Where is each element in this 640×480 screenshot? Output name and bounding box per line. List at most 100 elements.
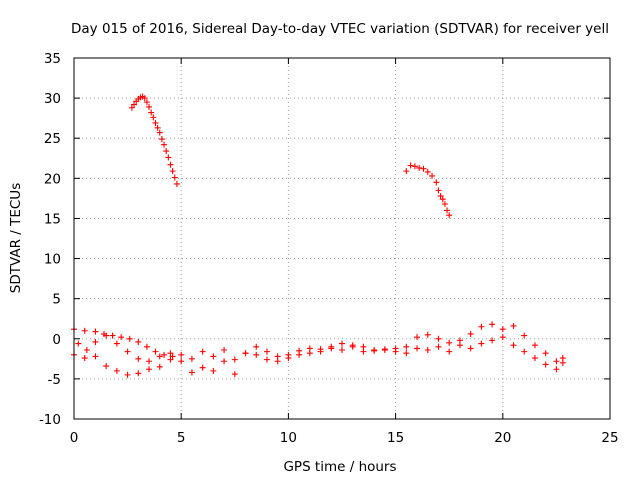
data-point-track-lower — [456, 342, 463, 349]
data-point-track-lower — [274, 358, 281, 365]
data-point-arc-high-1 — [148, 109, 155, 116]
data-point-arc-high-1 — [128, 104, 135, 111]
data-point-track-upper — [531, 342, 538, 349]
x-tick-label: 20 — [494, 430, 511, 446]
data-point-arc-high-2 — [416, 164, 423, 171]
data-point-arc-high-1 — [163, 148, 170, 155]
data-point-track-lower — [156, 363, 163, 370]
data-point-track-lower — [124, 371, 131, 378]
data-point-track-upper — [478, 323, 485, 330]
data-point-arc-high-1 — [143, 99, 150, 106]
data-point-track-lower — [188, 369, 195, 376]
data-point-track-lower — [371, 347, 378, 354]
x-tick-label: 10 — [280, 430, 297, 446]
plot-frame — [73, 57, 611, 420]
data-point-track-upper — [414, 334, 421, 341]
data-point-track-lower — [510, 342, 517, 349]
data-point-track-lower — [285, 355, 292, 362]
x-tick-label: 15 — [387, 430, 404, 446]
data-point-track-lower — [499, 334, 506, 341]
data-point-track-upper — [263, 348, 270, 355]
data-point-arc-high-1 — [152, 119, 159, 126]
data-point-track-upper — [178, 351, 185, 358]
data-point-track-lower — [531, 355, 538, 362]
data-point-track-lower — [178, 358, 185, 365]
data-point-track-lower — [167, 356, 174, 363]
data-point-arc-high-1 — [173, 180, 180, 187]
data-point-track-lower — [328, 345, 335, 352]
data-point-arc-high-1 — [171, 174, 178, 181]
data-point-track-cross — [126, 335, 133, 342]
data-point-track-lower — [489, 337, 496, 344]
data-point-track-lower — [81, 355, 88, 362]
data-point-track-lower — [446, 348, 453, 355]
data-point-track-lower — [403, 350, 410, 357]
data-point-arc-high-2 — [444, 207, 451, 214]
data-point-track-upper — [403, 343, 410, 350]
data-point-track-lower — [559, 359, 566, 366]
data-point-track-cross — [83, 347, 90, 354]
grid-lines — [74, 58, 610, 419]
data-point-track-lower — [103, 363, 110, 370]
data-point-track-lower — [467, 345, 474, 352]
data-point-track-lower — [296, 351, 303, 358]
data-point-track-upper — [146, 358, 153, 365]
data-point-track-upper — [199, 348, 206, 355]
data-point-track-lower — [135, 370, 142, 377]
data-point-track-upper — [510, 322, 517, 329]
data-point-track-cross — [109, 332, 116, 339]
data-point-track-upper — [435, 335, 442, 342]
data-point-track-cross — [143, 343, 150, 350]
y-tick-label: -10 — [39, 412, 61, 428]
data-point-track-lower — [478, 340, 485, 347]
data-point-arc-high-2 — [407, 162, 414, 169]
data-point-track-upper — [167, 350, 174, 357]
data-point-arc-high-1 — [150, 114, 157, 121]
data-point-track-cross — [118, 334, 125, 341]
data-point-track-lower — [414, 345, 421, 352]
y-tick-label: 0 — [52, 332, 61, 348]
data-points — [71, 93, 566, 378]
data-point-track-cross — [75, 340, 82, 347]
data-point-track-lower — [199, 364, 206, 371]
data-point-track-lower — [435, 343, 442, 350]
data-point-arc-high-2 — [420, 165, 427, 172]
data-point-track-lower — [92, 353, 99, 360]
data-point-arc-high-2 — [403, 168, 410, 175]
data-point-arc-high-2 — [411, 163, 418, 170]
data-point-track-cross — [161, 351, 168, 358]
x-axis-label: GPS time / hours — [283, 459, 396, 475]
data-point-track-lower — [542, 361, 549, 368]
data-point-track-upper — [231, 356, 238, 363]
data-point-track-upper — [210, 353, 217, 360]
data-point-track-lower — [349, 343, 356, 350]
data-point-track-lower — [221, 358, 228, 365]
x-tick-label: 25 — [601, 430, 618, 446]
data-point-track-lower — [392, 348, 399, 355]
data-point-track-upper — [81, 327, 88, 334]
data-point-track-lower — [317, 348, 324, 355]
x-tick-label: 5 — [177, 430, 186, 446]
data-point-track-cross — [92, 338, 99, 345]
data-point-track-cross — [135, 338, 142, 345]
x-tick-label: 0 — [70, 430, 79, 446]
data-point-arc-high-2 — [446, 212, 453, 219]
data-point-track-upper — [188, 355, 195, 362]
data-point-track-cross — [169, 353, 176, 360]
y-tick-label: 15 — [44, 211, 61, 227]
data-point-track-lower — [210, 367, 217, 374]
data-point-arc-high-1 — [169, 168, 176, 175]
data-point-arc-high-1 — [158, 136, 165, 143]
data-point-track-upper — [446, 339, 453, 346]
data-point-track-lower — [263, 356, 270, 363]
data-point-track-upper — [339, 340, 345, 347]
data-point-track-upper — [124, 348, 131, 355]
data-point-track-upper — [221, 347, 228, 354]
data-point-track-lower — [242, 350, 249, 357]
data-point-track-upper — [156, 353, 163, 360]
data-point-track-lower — [521, 348, 528, 355]
data-point-arc-high-1 — [161, 141, 168, 148]
y-tick-label: 10 — [44, 252, 61, 268]
data-point-track-upper — [92, 328, 99, 335]
y-axis-label: SDTVAR / TECUs — [8, 183, 24, 293]
